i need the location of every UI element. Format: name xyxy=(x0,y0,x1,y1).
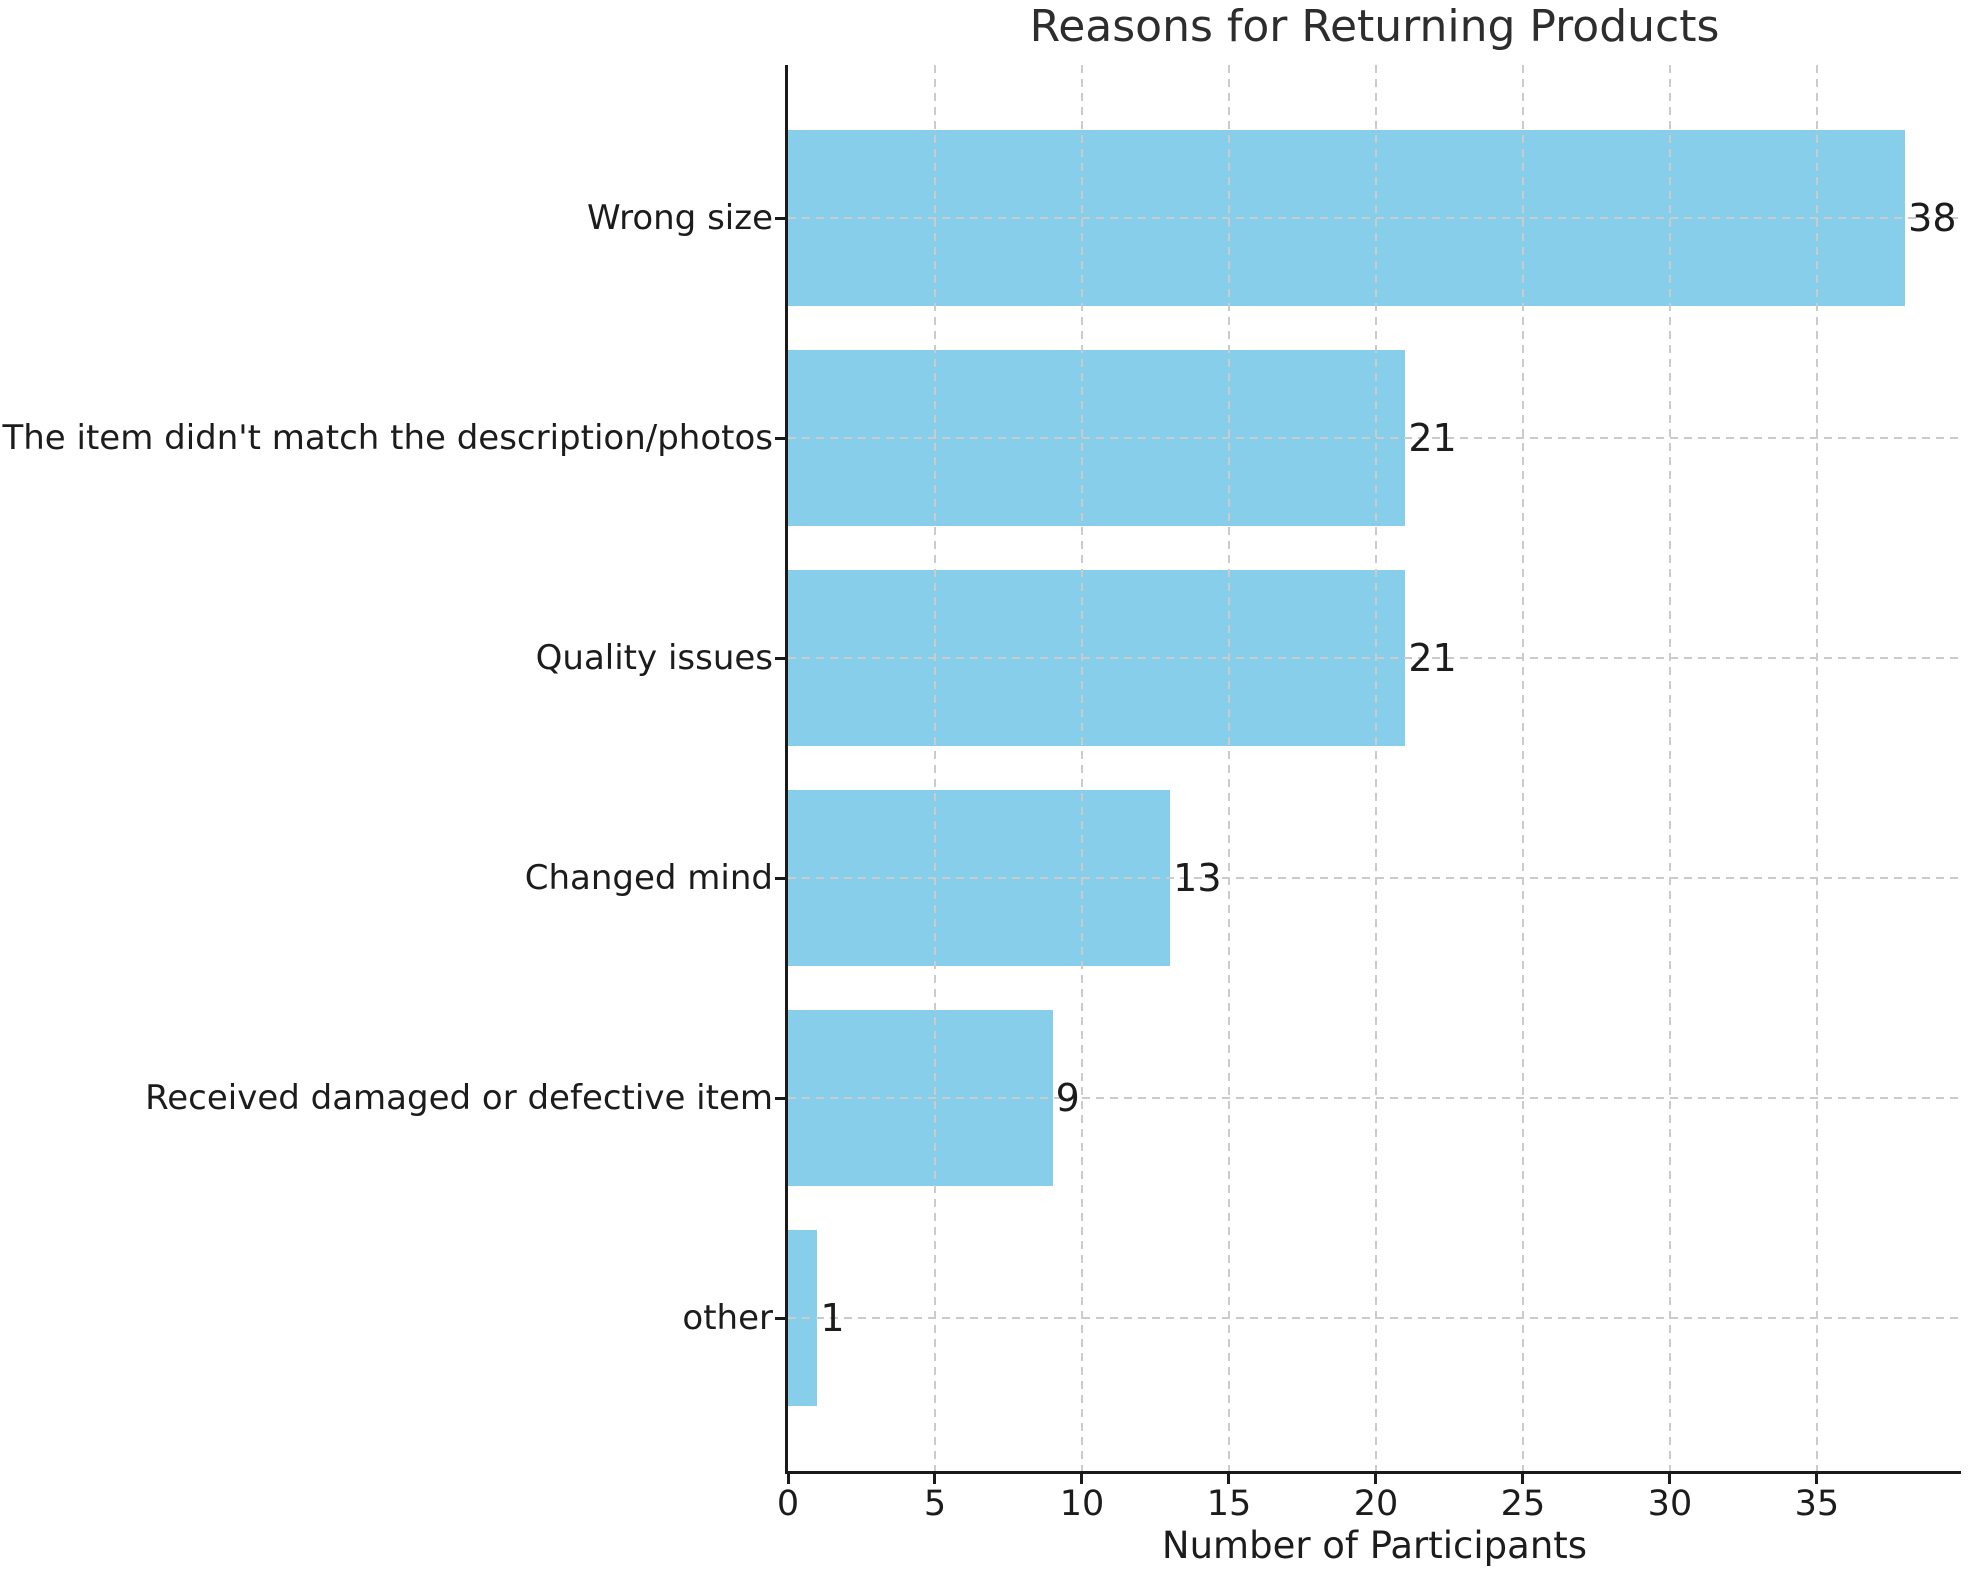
x-tick-label: 20 xyxy=(1353,1484,1399,1524)
x-tick-label: 30 xyxy=(1647,1484,1693,1524)
bar-rows: Wrong size 38 The item didn't match the de… xyxy=(2,108,1961,1428)
x-tick-mark xyxy=(1521,1474,1525,1484)
plot-area: Wrong size 38 The item didn't match the de… xyxy=(2,65,1961,1524)
gridline-vertical xyxy=(1815,65,1818,1471)
x-tick-label: 15 xyxy=(1206,1484,1252,1524)
y-tick-mark xyxy=(775,436,785,440)
gridline-vertical xyxy=(1374,65,1377,1471)
gridline-vertical xyxy=(1080,65,1083,1471)
x-tick-mark xyxy=(1374,1474,1378,1484)
x-tick-mark xyxy=(1668,1474,1672,1484)
x-axis-spine xyxy=(785,1471,1961,1474)
x-axis-label: Number of Participants xyxy=(1161,1524,1588,1567)
bar-row: other 1 xyxy=(682,1208,1961,1428)
category-label: Wrong size xyxy=(587,198,773,238)
bar-row: The item didn't match the description/ph… xyxy=(2,328,1961,548)
chart-title: Reasons for Returning Products xyxy=(1029,1,1720,52)
gridline-vertical xyxy=(1521,65,1524,1471)
y-tick-mark xyxy=(775,1316,785,1320)
bar-row: Received damaged or defective item 9 xyxy=(145,988,1961,1208)
x-tick-label: 5 xyxy=(923,1484,947,1524)
x-tick-mark xyxy=(1227,1474,1231,1484)
y-tick-mark xyxy=(775,1096,785,1100)
bar-row: Quality issues 21 xyxy=(536,548,1961,768)
x-tick-mark xyxy=(1815,1474,1819,1484)
x-tick-mark xyxy=(1080,1474,1084,1484)
bar-value-label: 21 xyxy=(1408,416,1457,460)
bar-value-label: 13 xyxy=(1173,856,1222,900)
category-label: Quality issues xyxy=(535,638,773,678)
gridline-horizontal xyxy=(788,657,1961,659)
x-tick-mark xyxy=(786,1474,790,1484)
gridline-horizontal xyxy=(788,437,1961,439)
x-tick-label: 0 xyxy=(776,1484,800,1524)
x-tick-label: 25 xyxy=(1500,1484,1546,1524)
bar-value-label: 9 xyxy=(1055,1076,1080,1120)
bar-value-label: 1 xyxy=(820,1296,845,1340)
gridline-horizontal xyxy=(788,1317,1961,1319)
category-label: The item didn't match the description/ph… xyxy=(2,418,773,458)
bar-value-label: 21 xyxy=(1408,636,1457,680)
y-tick-mark xyxy=(775,876,785,880)
gridline-horizontal xyxy=(788,217,1961,219)
gridline-vertical xyxy=(1227,65,1230,1471)
y-tick-mark xyxy=(775,216,785,220)
category-label: Changed mind xyxy=(524,858,773,898)
gridline-horizontal xyxy=(788,1097,1961,1099)
y-axis-spine xyxy=(785,65,788,1474)
gridline-vertical xyxy=(933,65,936,1471)
bar-row: Changed mind 13 xyxy=(525,768,1961,988)
x-tick-label: 10 xyxy=(1059,1484,1105,1524)
y-tick-mark xyxy=(775,656,785,660)
x-tick-mark xyxy=(933,1474,937,1484)
gridline-horizontal xyxy=(788,877,1961,879)
category-label: other xyxy=(682,1298,773,1338)
bar-row: Wrong size 38 xyxy=(587,108,1961,328)
x-tick-label: 35 xyxy=(1794,1484,1840,1524)
bar-value-label: 38 xyxy=(1908,196,1957,240)
gridline-vertical xyxy=(1668,65,1671,1471)
category-label: Received damaged or defective item xyxy=(145,1078,773,1118)
